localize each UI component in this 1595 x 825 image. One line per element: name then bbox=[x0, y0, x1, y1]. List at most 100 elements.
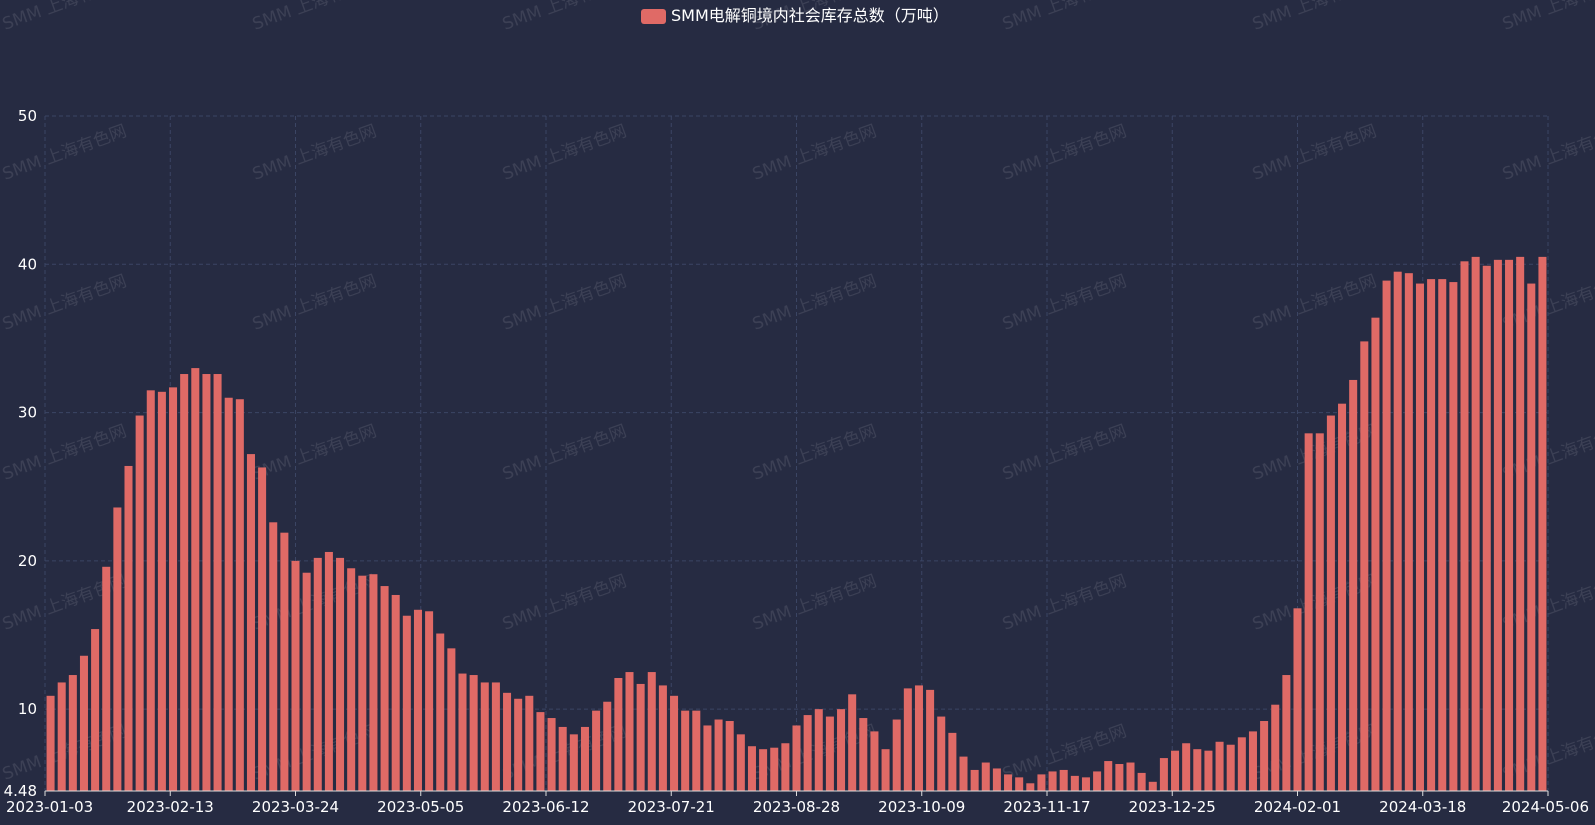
bar[interactable] bbox=[291, 560, 300, 791]
bar[interactable] bbox=[681, 710, 690, 791]
bar[interactable] bbox=[759, 749, 768, 791]
bar[interactable] bbox=[569, 734, 578, 791]
legend-label[interactable]: SMM电解铜境内社会库存总数（万吨） bbox=[671, 6, 949, 25]
bar[interactable] bbox=[102, 566, 111, 791]
bar[interactable] bbox=[1460, 261, 1469, 791]
bar[interactable] bbox=[647, 672, 656, 791]
bar[interactable] bbox=[825, 716, 834, 791]
bar[interactable] bbox=[1315, 433, 1324, 791]
bar[interactable] bbox=[1081, 777, 1090, 791]
bar[interactable] bbox=[1093, 771, 1102, 791]
bar[interactable] bbox=[1482, 265, 1491, 791]
bar[interactable] bbox=[413, 609, 422, 791]
bar[interactable] bbox=[369, 574, 378, 791]
bar[interactable] bbox=[814, 709, 823, 791]
bar[interactable] bbox=[903, 688, 912, 791]
bar[interactable] bbox=[1070, 775, 1079, 791]
bar[interactable] bbox=[347, 568, 356, 791]
bar[interactable] bbox=[380, 586, 389, 791]
bar[interactable] bbox=[258, 467, 267, 791]
bar[interactable] bbox=[1393, 271, 1402, 791]
bar[interactable] bbox=[603, 701, 612, 791]
bar[interactable] bbox=[235, 399, 244, 791]
bar[interactable] bbox=[792, 725, 801, 791]
bar[interactable] bbox=[480, 682, 489, 791]
bar[interactable] bbox=[1104, 761, 1113, 791]
bar[interactable] bbox=[336, 557, 345, 791]
bar[interactable] bbox=[1349, 379, 1358, 791]
bar[interactable] bbox=[246, 454, 255, 791]
bar[interactable] bbox=[57, 682, 66, 791]
bar[interactable] bbox=[1248, 731, 1257, 791]
bar[interactable] bbox=[725, 721, 734, 791]
bar[interactable] bbox=[803, 715, 812, 791]
bar[interactable] bbox=[892, 719, 901, 791]
bar[interactable] bbox=[914, 685, 923, 791]
bar[interactable] bbox=[870, 731, 879, 791]
bar[interactable] bbox=[670, 695, 679, 791]
bar[interactable] bbox=[736, 734, 745, 791]
bar[interactable] bbox=[1182, 743, 1191, 791]
bar[interactable] bbox=[1193, 749, 1202, 791]
bar[interactable] bbox=[1438, 279, 1447, 791]
bar[interactable] bbox=[1204, 750, 1213, 791]
bar[interactable] bbox=[68, 675, 77, 791]
bar[interactable] bbox=[146, 390, 155, 791]
bar[interactable] bbox=[981, 762, 990, 791]
bar[interactable] bbox=[1282, 675, 1291, 791]
bar[interactable] bbox=[948, 732, 957, 791]
bar[interactable] bbox=[714, 719, 723, 791]
bar[interactable] bbox=[1338, 403, 1347, 791]
bar[interactable] bbox=[1037, 774, 1046, 791]
bar[interactable] bbox=[458, 673, 467, 791]
bar[interactable] bbox=[747, 746, 756, 791]
bar[interactable] bbox=[558, 726, 567, 791]
bar[interactable] bbox=[1505, 259, 1514, 792]
bar[interactable] bbox=[547, 718, 556, 791]
bar[interactable] bbox=[1171, 750, 1180, 791]
bar[interactable] bbox=[280, 532, 289, 791]
bar[interactable] bbox=[202, 374, 211, 791]
bar[interactable] bbox=[525, 695, 534, 791]
bar[interactable] bbox=[180, 374, 189, 791]
bar[interactable] bbox=[169, 387, 178, 791]
bar[interactable] bbox=[313, 557, 322, 791]
bar[interactable] bbox=[970, 769, 979, 791]
bar[interactable] bbox=[79, 655, 88, 791]
bar[interactable] bbox=[1538, 256, 1547, 791]
bar[interactable] bbox=[1148, 781, 1157, 791]
bar[interactable] bbox=[1449, 282, 1458, 791]
bar[interactable] bbox=[1493, 259, 1502, 792]
bar[interactable] bbox=[1226, 744, 1235, 791]
bar[interactable] bbox=[636, 683, 645, 791]
bar[interactable] bbox=[213, 374, 222, 791]
bar[interactable] bbox=[1015, 777, 1024, 791]
bar[interactable] bbox=[1382, 280, 1391, 791]
bar[interactable] bbox=[1304, 433, 1313, 791]
bar[interactable] bbox=[1404, 273, 1413, 791]
bar[interactable] bbox=[614, 678, 623, 791]
bar[interactable] bbox=[580, 726, 589, 791]
bar[interactable] bbox=[1260, 721, 1269, 791]
bar[interactable] bbox=[1293, 608, 1302, 791]
bar[interactable] bbox=[135, 415, 144, 791]
bar[interactable] bbox=[191, 368, 200, 791]
bar[interactable] bbox=[91, 629, 100, 791]
bar[interactable] bbox=[1516, 256, 1525, 791]
bar[interactable] bbox=[658, 685, 667, 791]
bar[interactable] bbox=[503, 692, 512, 791]
bar[interactable] bbox=[491, 682, 500, 791]
bar[interactable] bbox=[302, 572, 311, 791]
bar[interactable] bbox=[224, 397, 233, 791]
bar[interactable] bbox=[1471, 256, 1480, 791]
bar[interactable] bbox=[959, 756, 968, 791]
bar[interactable] bbox=[157, 391, 166, 791]
bar[interactable] bbox=[837, 709, 846, 791]
bar[interactable] bbox=[1371, 317, 1380, 791]
bar[interactable] bbox=[425, 611, 434, 791]
bar[interactable] bbox=[402, 615, 411, 791]
bar[interactable] bbox=[436, 633, 445, 791]
bar[interactable] bbox=[1004, 774, 1013, 791]
bar[interactable] bbox=[1427, 279, 1436, 791]
bar[interactable] bbox=[391, 594, 400, 791]
